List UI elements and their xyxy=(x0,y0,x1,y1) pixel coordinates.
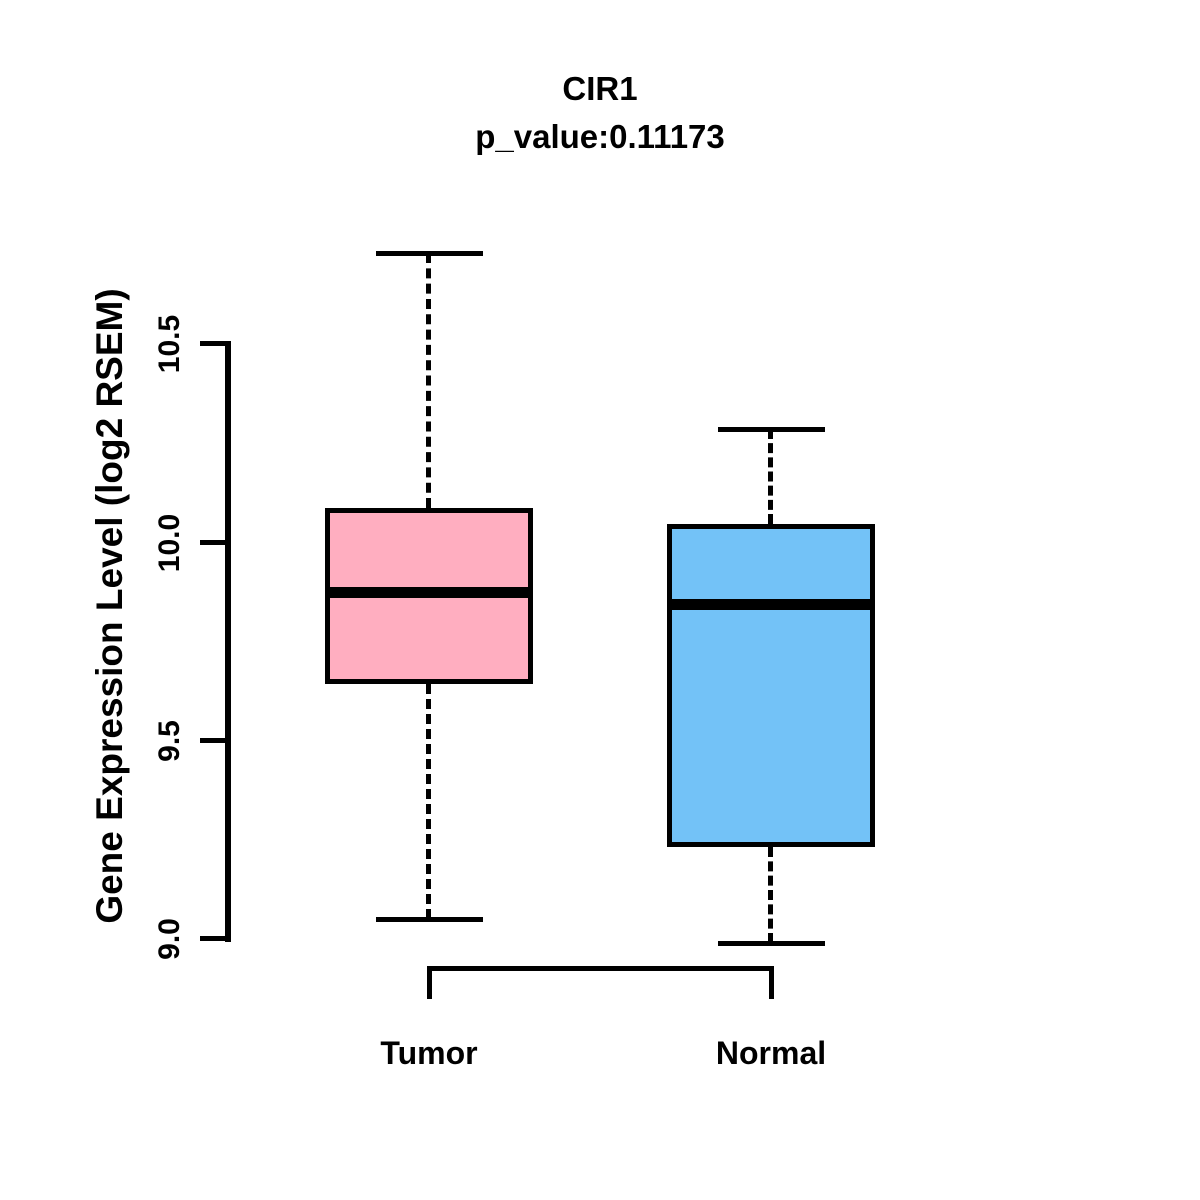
y-tick-mark-10-0 xyxy=(200,540,231,545)
tumor-upper-whisker-line xyxy=(426,253,431,509)
normal-median-line xyxy=(667,599,875,611)
y-tick-label-9-5: 9.5 xyxy=(153,720,186,762)
x-tick-label-normal: Normal xyxy=(715,1035,827,1071)
x-axis-line xyxy=(427,966,774,971)
normal-lower-whisker-line xyxy=(768,847,773,943)
y-tick-label-10-5: 10.5 xyxy=(153,314,186,374)
y-axis-title: Gene Expression Level (log2 RSEM) xyxy=(89,288,130,924)
x-tick-label-tumor: Tumor xyxy=(380,1035,478,1071)
tumor-upper-whisker-cap xyxy=(376,251,483,257)
normal-upper-whisker-line xyxy=(768,428,773,525)
normal-lower-whisker-cap xyxy=(718,940,825,946)
chart-subtitle: p_value:0.11173 xyxy=(475,118,725,155)
y-tick-mark-9-5 xyxy=(200,738,231,743)
y-tick-label-9-0: 9.0 xyxy=(153,918,186,960)
x-tick-mark-tumor xyxy=(427,966,432,999)
y-tick-mark-10-5 xyxy=(200,341,231,346)
normal-upper-whisker-cap xyxy=(718,426,825,432)
y-tick-label-10-0: 10.0 xyxy=(153,513,186,573)
tumor-lower-whisker-line xyxy=(426,683,431,920)
normal-box xyxy=(667,524,875,848)
x-tick-mark-normal xyxy=(769,966,774,999)
tumor-lower-whisker-cap xyxy=(376,917,483,923)
chart-title: CIR1 xyxy=(562,70,638,107)
y-tick-mark-9-0 xyxy=(200,936,231,941)
tumor-median-line xyxy=(325,587,533,599)
y-axis-line xyxy=(225,341,231,942)
